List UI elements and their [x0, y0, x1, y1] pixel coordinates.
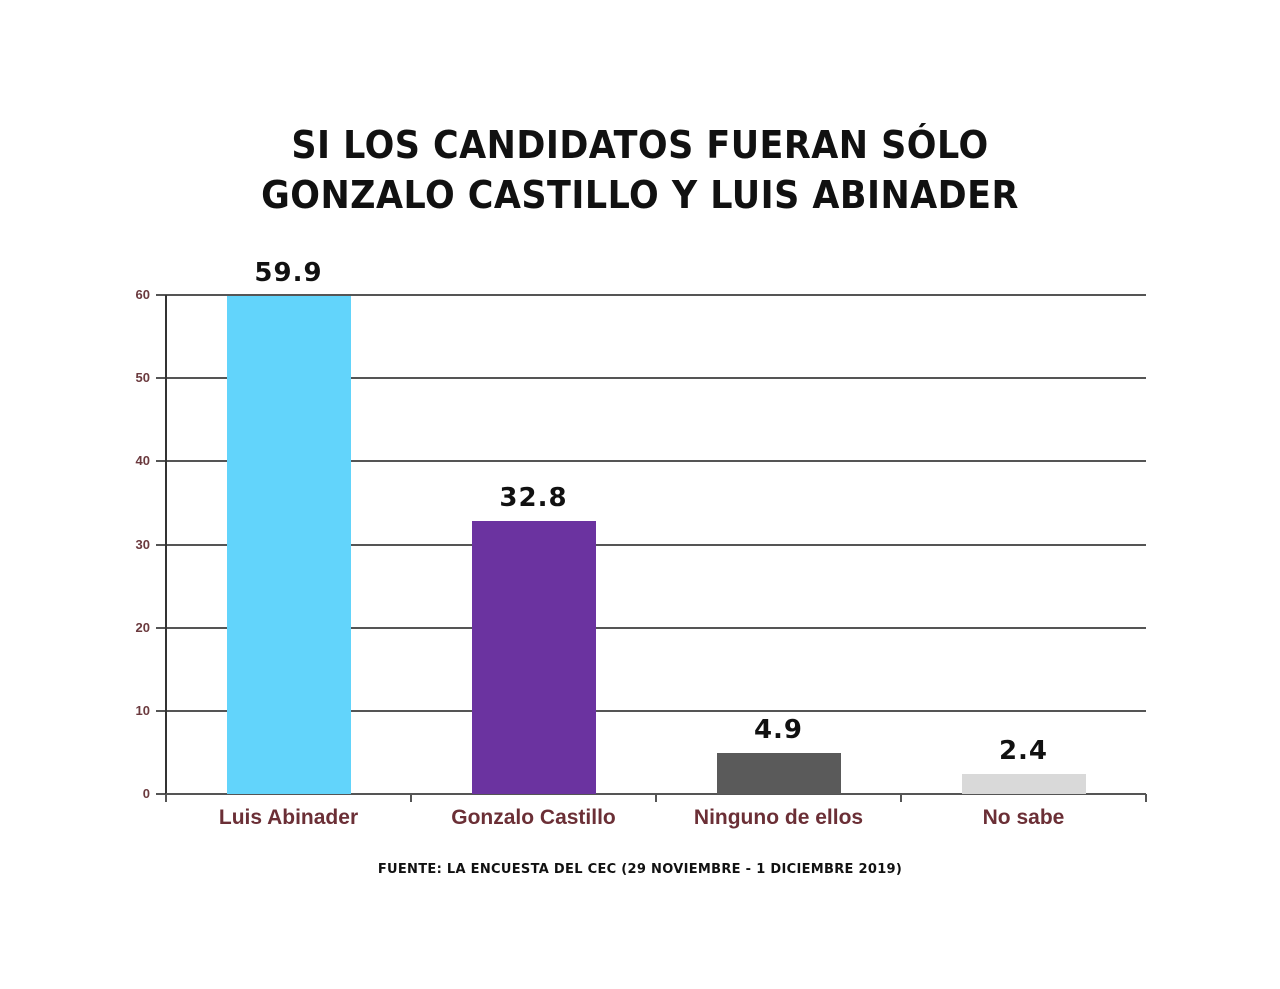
y-tick [156, 377, 166, 380]
y-tick-label: 40 [135, 453, 150, 469]
x-category-label: No sabe [982, 806, 1065, 829]
gridline [166, 294, 1146, 296]
gridline [166, 377, 1146, 380]
x-tick [655, 794, 657, 802]
x-category-label: Gonzalo Castillo [451, 806, 616, 829]
y-tick [156, 460, 166, 463]
y-tick-label: 20 [135, 619, 150, 635]
gridline [166, 460, 1146, 463]
y-tick-label: 60 [135, 287, 150, 302]
gridline [166, 543, 1146, 546]
bar-gonzalo-castillo [471, 521, 596, 794]
bar-luis-abinader [226, 295, 351, 794]
x-tick [900, 794, 902, 802]
gridline [166, 626, 1146, 629]
x-tick [165, 794, 167, 802]
y-tick [156, 709, 166, 712]
y-tick [156, 793, 166, 795]
value-label: 4.9 [753, 715, 804, 746]
source-note: FUENTE: LA ENCUESTA DEL CEC (29 NOVIEMBR… [377, 862, 903, 877]
y-tick-label: 0 [142, 786, 150, 801]
value-label: 59.9 [254, 257, 323, 288]
bar-no-sabe [961, 774, 1086, 794]
chart-title-line-1: SI LOS CANDIDATOS FUERAN SÓLO [291, 123, 989, 167]
x-category-label: Luis Abinader [218, 806, 359, 829]
y-tick [156, 294, 166, 296]
chart-title-line-2: GONZALO CASTILLO Y LUIS ABINADER [261, 173, 1019, 217]
x-tick [1145, 794, 1147, 802]
x-category-label: Ninguno de ellos [693, 806, 864, 829]
y-tick [156, 626, 166, 629]
chart-title: SI LOS CANDIDATOS FUERAN SÓLO GONZALO CA… [51, 120, 1229, 220]
bar-ninguno-de-ellos [716, 753, 841, 794]
x-tick [410, 794, 412, 802]
gridline [166, 709, 1146, 712]
value-label: 32.8 [499, 483, 568, 514]
y-axis [165, 295, 167, 802]
y-tick-label: 50 [135, 370, 150, 386]
y-tick-label: 30 [135, 536, 150, 552]
y-tick-label: 10 [135, 702, 150, 718]
value-label: 2.4 [998, 736, 1049, 767]
y-tick [156, 543, 166, 546]
